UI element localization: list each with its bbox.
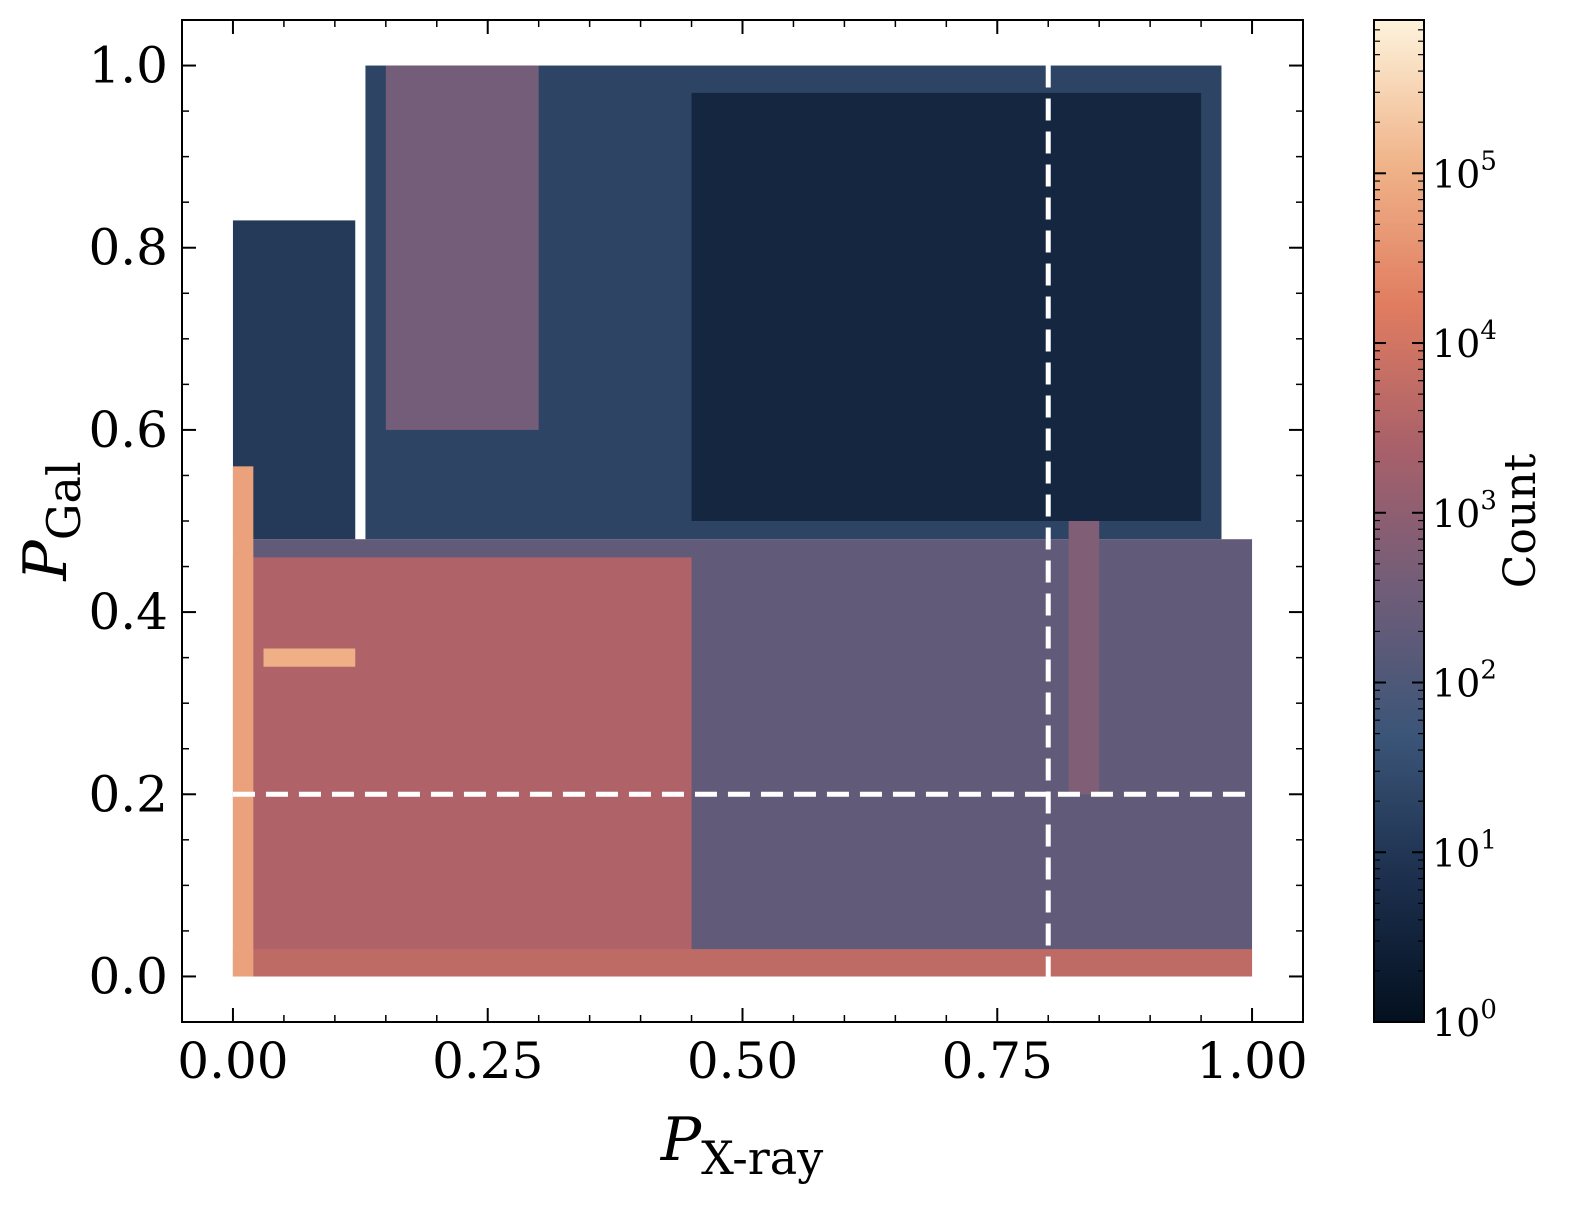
colorbar-tick-label: 105 [1432,146,1497,196]
x-tick-label: 0.00 [177,1032,288,1090]
plot-area: 0.00 0.25 0.50 0.75 1.00 0.0 0.2 0.4 0.6 0.8 1.0 [88,19,1308,1090]
colorbar-tick-label: 102 [1432,656,1497,706]
density-region [232,557,692,977]
colorbar: 100 101 102 103 104 105 Count [1373,19,1546,1045]
density-region [385,65,539,430]
x-axis-label: PX-ray [660,1105,823,1185]
x-tick-label: 0.75 [942,1032,1053,1090]
y-axis-label: PGal [11,461,91,581]
colorbar-ticks: 100 101 102 103 104 105 [1374,19,1497,1045]
y-axis-label-symbol: P [11,539,81,582]
x-tick-label: 1.00 [1196,1032,1307,1090]
y-tick-label: 0.2 [88,765,168,823]
density-layer [232,65,1253,977]
y-axis: 0.0 0.2 0.4 0.6 0.8 1.0 [88,37,1303,1005]
y-tick-label: 0.4 [88,583,168,641]
y-tick-label: 1.0 [88,37,168,95]
density-region [263,648,356,667]
x-axis-label-subscript: X-ray [701,1131,823,1185]
colorbar-tick-label: 100 [1432,995,1497,1045]
x-tick-label: 0.50 [687,1032,798,1090]
y-tick-label: 0.8 [88,219,168,277]
colorbar-tick-label: 101 [1432,825,1497,875]
colorbar-tick-label: 104 [1432,316,1497,366]
density-region [232,466,254,977]
x-axis-label-symbol: P [660,1105,703,1175]
colorbar-gradient [1374,20,1424,1022]
x-tick-label: 0.25 [432,1032,543,1090]
y-tick-label: 0.0 [88,947,168,1005]
density-region [691,92,1202,521]
y-tick-label: 0.6 [88,401,168,459]
colorbar-tick-label: 103 [1432,486,1497,536]
x-axis: 0.00 0.25 0.50 0.75 1.00 [177,20,1308,1090]
threshold-lines [232,65,1253,977]
y-axis-label-subscript: Gal [37,461,91,540]
colorbar-label: Count [1495,453,1546,588]
density-region [232,949,1253,977]
